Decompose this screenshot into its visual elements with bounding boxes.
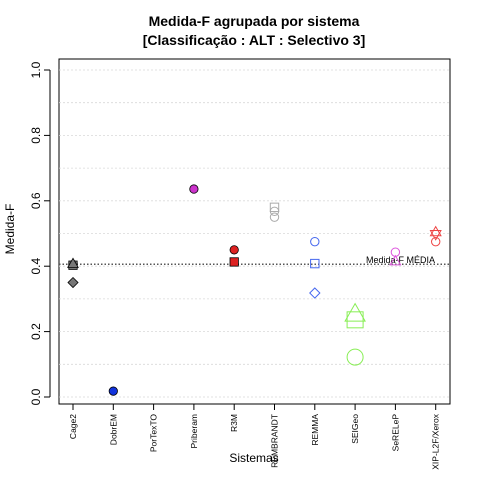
x-tick-label: PorTexTO — [149, 414, 159, 452]
axis-layer: 0.0 0.2 0.4 0.6 0.8 1.0 Cage2 DobrEM PorTexTO Pri… — [29, 61, 441, 469]
x-axis-label: Sistemas — [229, 451, 278, 465]
data-point — [189, 184, 199, 194]
y-tick-label: 0.2 — [29, 323, 43, 340]
data-point — [67, 276, 79, 289]
data-point — [269, 202, 280, 213]
chart-title: Medida-F agrupada por sistema — [149, 13, 360, 29]
data-point — [344, 302, 366, 322]
data-point — [229, 245, 239, 255]
chart-subtitle: [Classificação : ALT : Selectivo 3] — [143, 32, 366, 48]
data-point — [310, 236, 320, 247]
y-tick-label: 1.0 — [29, 61, 43, 78]
y-tick-label: 0.0 — [29, 388, 43, 405]
y-tick-label: 0.4 — [29, 258, 43, 275]
x-tick-label: XIP-L2F/Xerox — [431, 413, 441, 469]
average-reference-label: Medida-F MÉDIA — [366, 255, 435, 265]
x-tick-label: REMMA — [310, 414, 320, 446]
data-point — [67, 257, 79, 268]
x-tick-label: DobrEM — [108, 414, 118, 445]
points-layer — [67, 184, 442, 396]
data-point — [229, 257, 239, 267]
data-point — [108, 386, 118, 396]
data-point — [346, 311, 364, 329]
data-point — [310, 258, 320, 269]
reference-layer: Medida-F MÉDIA — [59, 255, 450, 265]
data-point — [346, 348, 364, 366]
data-point — [429, 230, 442, 241]
data-point — [389, 254, 402, 266]
x-tick-label: SeRELeP — [390, 414, 400, 452]
x-tick-label: SEIGeo — [350, 414, 360, 444]
x-tick-label: Priberam — [189, 414, 199, 448]
y-axis-label: Medida-F — [3, 204, 17, 255]
data-point — [309, 287, 321, 299]
y-tick-label: 0.6 — [29, 192, 43, 209]
data-point — [431, 236, 441, 247]
grid-layer — [59, 69, 450, 398]
data-point — [269, 206, 280, 216]
data-point — [429, 225, 442, 237]
x-tick-label: R3M — [229, 414, 239, 432]
x-tick-label: REMBRANDT — [270, 414, 280, 468]
x-tick-label: Cage2 — [68, 414, 78, 439]
data-point — [269, 212, 280, 222]
y-tick-label: 0.8 — [29, 127, 43, 144]
